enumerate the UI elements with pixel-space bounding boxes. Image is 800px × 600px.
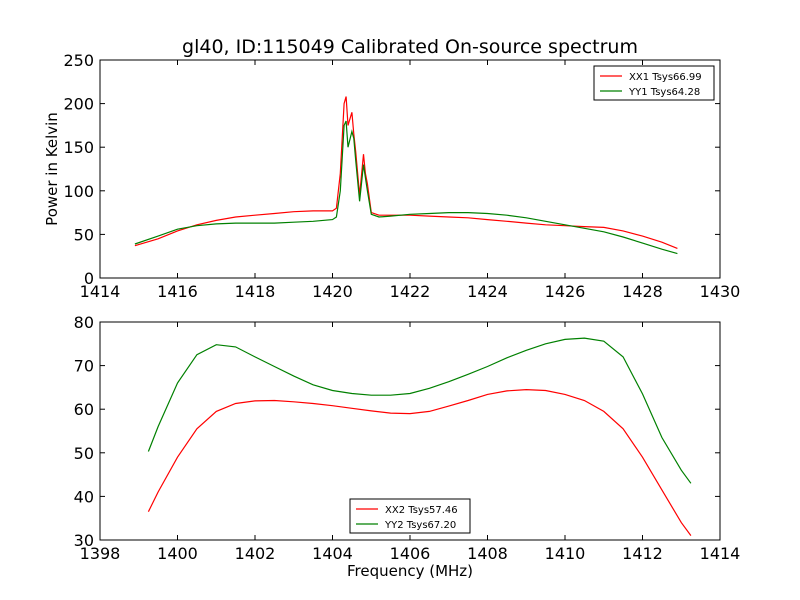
- legend: XX1 Tsys66.99 YY1 Tsys64.28: [593, 65, 715, 101]
- x-tick-label: 1402: [235, 544, 276, 563]
- x-tick-label: 1430: [700, 282, 741, 301]
- x-tick-label: 1408: [467, 544, 508, 563]
- x-tick-label: 1416: [157, 282, 198, 301]
- top-chart-title: gl40, ID:115049 Calibrated On-source spe…: [182, 36, 638, 58]
- x-tick-label: 1406: [390, 544, 431, 563]
- y-tick-label: 50: [74, 225, 94, 244]
- series-line-1: [134, 96, 678, 249]
- y-tick-label: 80: [74, 313, 94, 332]
- y-tick-label: 60: [74, 400, 94, 419]
- legend-box: [349, 498, 471, 534]
- x-tick-label: 1414: [700, 544, 741, 563]
- legend-label: YY1 Tsys64.28: [628, 87, 700, 98]
- legend-label: YY2 Tsys67.20: [384, 520, 456, 531]
- y-tick-label: 0: [84, 269, 94, 288]
- x-tick-label: 1410: [545, 544, 586, 563]
- x-tick-label: 1420: [312, 282, 353, 301]
- bottom-plot-area: 1398 1400 1402 1404 1406 1408 1410 1412 1414 30 40…: [74, 313, 741, 563]
- y-tick-label: 30: [74, 531, 94, 550]
- y-tick-label: 150: [63, 138, 94, 157]
- y-tick-label: 40: [74, 487, 94, 506]
- x-tick-label: 1418: [235, 282, 276, 301]
- series-line-1: [147, 388, 692, 536]
- top-y-axis-label: Power in Kelvin: [43, 112, 61, 226]
- x-tick-label: 1426: [545, 282, 586, 301]
- x-tick-label: 1412: [622, 544, 663, 563]
- x-tick-label: 1428: [622, 282, 663, 301]
- y-tick-label: 50: [74, 444, 94, 463]
- top-plot-area: 1414 1416 1418 1420 1422 1424 1426 1428 1430 0 50 1…: [63, 51, 740, 301]
- x-tick-label: 1414: [80, 282, 121, 301]
- legend-box: [593, 65, 715, 101]
- y-tick-label: 250: [63, 51, 94, 70]
- y-tick-label: 200: [63, 95, 94, 114]
- x-tick-label: 1424: [467, 282, 508, 301]
- series-line-2: [147, 337, 692, 484]
- x-tick-label: 1422: [390, 282, 431, 301]
- bottom-x-axis-label: Frequency (MHz): [347, 562, 473, 580]
- legend: XX2 Tsys57.46 YY2 Tsys67.20: [349, 498, 471, 534]
- legend-label: XX2 Tsys57.46: [385, 505, 458, 516]
- x-tick-label: 1398: [80, 544, 121, 563]
- x-tick-label: 1400: [157, 544, 198, 563]
- series-line-2: [134, 120, 678, 255]
- legend-label: XX1 Tsys66.99: [629, 72, 702, 83]
- x-tick-label: 1404: [312, 544, 353, 563]
- y-tick-label: 100: [63, 182, 94, 201]
- y-tick-label: 70: [74, 357, 94, 376]
